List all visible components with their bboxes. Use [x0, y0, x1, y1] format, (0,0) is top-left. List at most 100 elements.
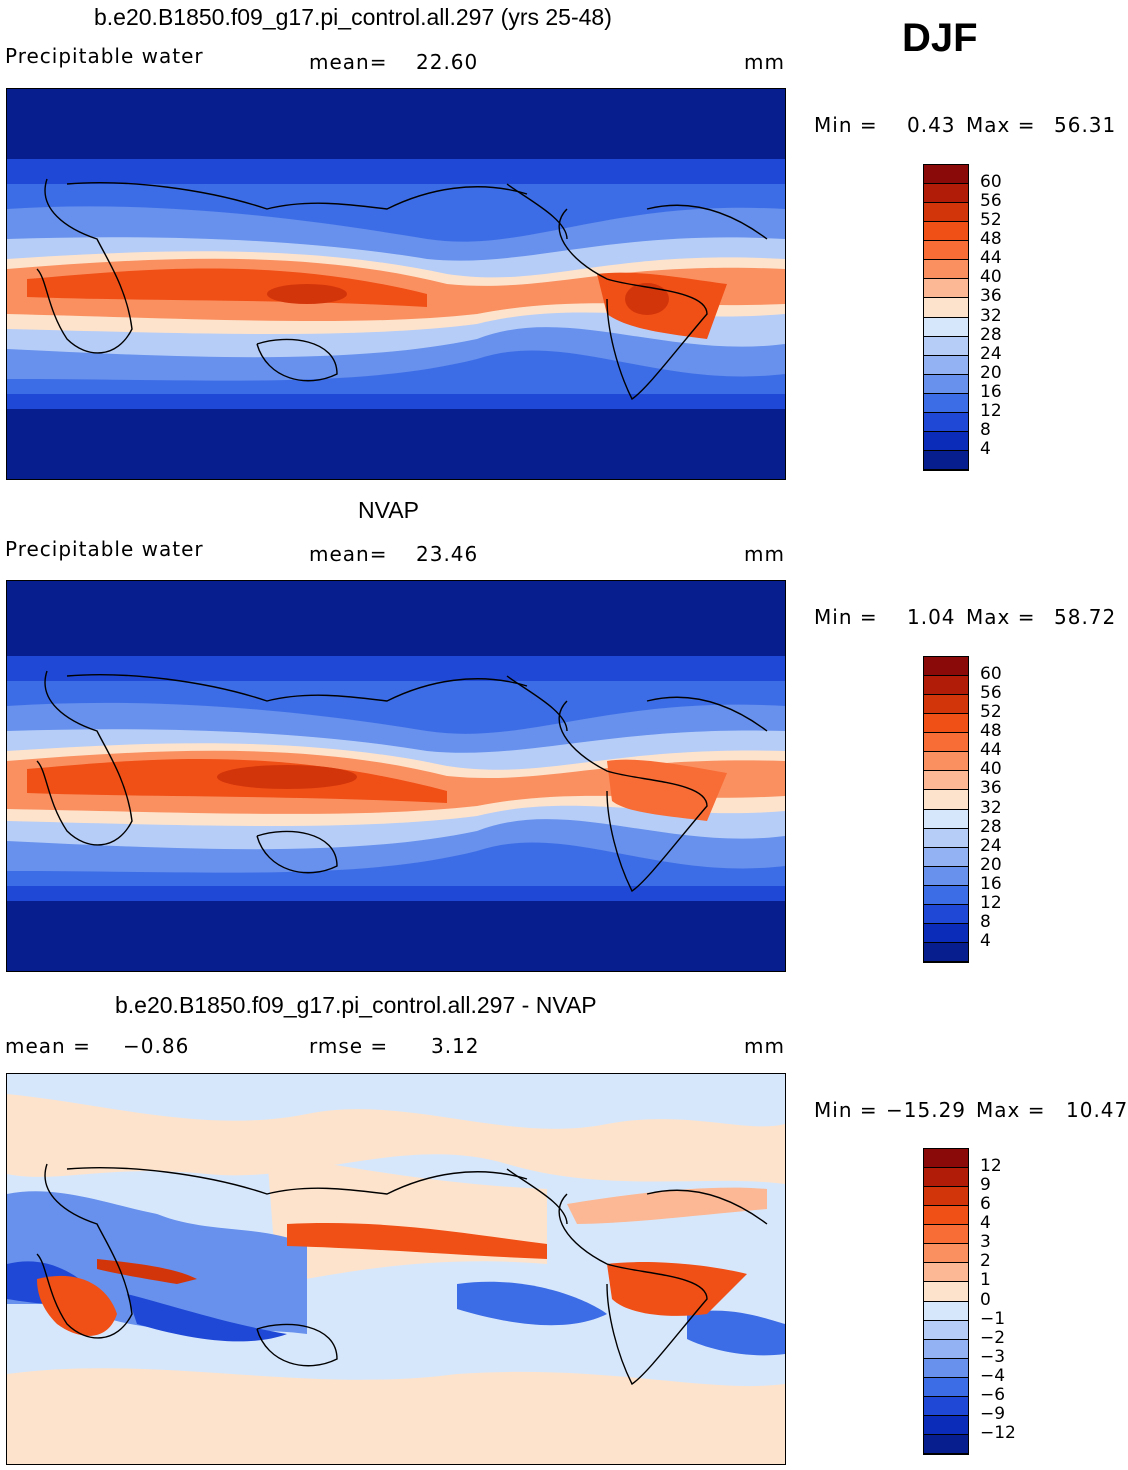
panel-3-colorbar-tick-label: 6 [980, 1194, 991, 1215]
panel-3-colorbar-tick-label: −12 [980, 1422, 1016, 1443]
panel-3-map-field [7, 1074, 785, 1464]
panel-2-colorbar-color-cell [924, 752, 968, 772]
panel-1-colorbar-color-cell [924, 241, 968, 261]
panel-3-colorbar-color-cell [924, 1320, 968, 1340]
panel-3-colorbar-color-cell [924, 1282, 968, 1302]
panel-3-colorbar-color-cell [924, 1149, 968, 1169]
panel-1-colorbar-tick-label: 56 [980, 191, 1002, 212]
panel-3-max-value: 10.47 [1066, 1098, 1128, 1122]
panel-3-colorbar-tick-label: 4 [980, 1213, 991, 1234]
panel-2-colorbar-tick-label: 28 [980, 816, 1002, 837]
panel-2-max-value: 58.72 [1054, 605, 1117, 629]
panel-1-colorbar-tick-label: 24 [980, 343, 1002, 364]
panel-3-colorbar-tick-label: −4 [980, 1365, 1006, 1386]
panel-2-colorbar-tick-label: 44 [980, 740, 1002, 761]
panel-1-colorbar-color-cell [924, 450, 968, 470]
panel-1-colorbar-color-cell [924, 203, 968, 223]
panel-1-max-value: 56.31 [1054, 113, 1117, 137]
panel-3-colorbar-tick-label: −1 [980, 1308, 1006, 1329]
panel-2-colorbar-color-cell [924, 714, 968, 734]
panel-1-colorbar-tick-label: 12 [980, 400, 1002, 421]
panel-1-colorbar-color-cell [924, 431, 968, 451]
panel-1-max-label: Max = [966, 113, 1036, 137]
panel-1-coastlines [36, 178, 768, 401]
panel-3-colorbar-color-cell [924, 1396, 968, 1416]
panel-2-colorbar-tick-label: 24 [980, 835, 1002, 856]
panel-2-colorbar-tick-label: 16 [980, 873, 1002, 894]
panel-2-colorbar-color-cell [924, 828, 968, 848]
panel-1-colorbar-color-cell [924, 279, 968, 299]
panel-3-coastlines [36, 1163, 768, 1386]
panel-3-max-label: Max = [976, 1098, 1046, 1122]
panel-1-min-value: 0.43 [907, 113, 956, 137]
panel-2-max-label: Max = [966, 605, 1036, 629]
panel-3-colorbar-color-cell [924, 1225, 968, 1245]
panel-2-colorbar-tick-label: 52 [980, 702, 1002, 723]
panel-1-variable: Precipitable water [5, 44, 204, 68]
panel-2-units: mm [744, 542, 785, 566]
panel-3-title: b.e20.B1850.f09_g17.pi_control.all.297 -… [115, 992, 597, 1018]
panel-3-colorbar-tick-label: −9 [980, 1403, 1006, 1424]
panel-2-colorbar-tick-label: 4 [980, 930, 991, 951]
panel-1-colorbar-tick-label: 8 [980, 419, 991, 440]
panel-3-colorbar-color-cell [924, 1206, 968, 1226]
panel-3-map [6, 1073, 786, 1465]
panel-3-min-label: Min = [814, 1098, 878, 1122]
panel-3-colorbar-tick-label: −2 [980, 1327, 1006, 1348]
panel-3-mean-label: mean = [5, 1034, 91, 1058]
panel-1-colorbar-tick-label: 16 [980, 381, 1002, 402]
panel-3-colorbar-tick-label: 1 [980, 1270, 991, 1291]
panel-2-variable: Precipitable water [5, 537, 204, 561]
panel-2-mean-label: mean= [309, 542, 388, 566]
panel-2-colorbar-tick-label: 8 [980, 911, 991, 932]
panel-3-colorbar-color-cell [924, 1244, 968, 1264]
panel-3-colorbar-tick-label: 2 [980, 1251, 991, 1272]
season-label: DJF [902, 16, 978, 60]
panel-2-colorbar-color-cell [924, 695, 968, 715]
panel-1-colorbar-tick-label: 52 [980, 210, 1002, 231]
panel-1-units: mm [744, 50, 785, 74]
panel-2-colorbar-color-cell [924, 790, 968, 810]
panel-2-colorbar [923, 656, 969, 963]
panel-1-colorbar-color-cell [924, 317, 968, 337]
panel-1-colorbar-tick-label: 40 [980, 267, 1002, 288]
panel-2-colorbar-color-cell [924, 771, 968, 791]
panel-3-colorbar-color-cell [924, 1339, 968, 1359]
panel-3-mean-value: −0.86 [123, 1034, 190, 1058]
panel-2-min-label: Min = [814, 605, 878, 629]
panel-2-colorbar-tick-label: 20 [980, 854, 1002, 875]
panel-3-colorbar-color-cell [924, 1377, 968, 1397]
panel-2-map-field [7, 581, 785, 971]
panel-2-colorbar-tick-label: 56 [980, 683, 1002, 704]
panel-1-map [6, 88, 786, 480]
panel-1-colorbar-tick-label: 32 [980, 305, 1002, 326]
panel-3-rmse-label: rmse = [309, 1034, 389, 1058]
panel-2-colorbar-color-cell [924, 885, 968, 905]
panel-1-mean-label: mean= [309, 50, 388, 74]
panel-2-colorbar-tick-label: 32 [980, 797, 1002, 818]
panel-3-colorbar-tick-label: −6 [980, 1384, 1006, 1405]
panel-3-colorbar-tick-label: 3 [980, 1232, 991, 1253]
panel-1-colorbar-color-cell [924, 374, 968, 394]
panel-3-colorbar-color-cell [924, 1301, 968, 1321]
panel-2-title: NVAP [358, 497, 419, 523]
panel-3-colorbar-color-cell [924, 1187, 968, 1207]
panel-2-colorbar-color-cell [924, 733, 968, 753]
panel-1-colorbar-tick-label: 60 [980, 172, 1002, 193]
panel-1-colorbar-color-cell [924, 336, 968, 356]
panel-1-map-field [7, 89, 785, 479]
panel-2-colorbar-color-cell [924, 847, 968, 867]
panel-1-colorbar [923, 164, 969, 471]
panel-1-colorbar-tick-label: 48 [980, 229, 1002, 250]
panel-2-colorbar-color-cell [924, 904, 968, 924]
panel-2-colorbar-color-cell [924, 942, 968, 962]
panel-2-map [6, 580, 786, 972]
panel-2-colorbar-color-cell [924, 923, 968, 943]
panel-1-colorbar-tick-label: 4 [980, 438, 991, 459]
panel-2-coastlines [36, 670, 768, 893]
panel-1-colorbar-color-cell [924, 222, 968, 242]
panel-2-colorbar-color-cell [924, 809, 968, 829]
panel-3-colorbar-tick-label: 9 [980, 1175, 991, 1196]
panel-3-colorbar-color-cell [924, 1434, 968, 1454]
panel-3-colorbar-tick-label: 12 [980, 1156, 1002, 1177]
